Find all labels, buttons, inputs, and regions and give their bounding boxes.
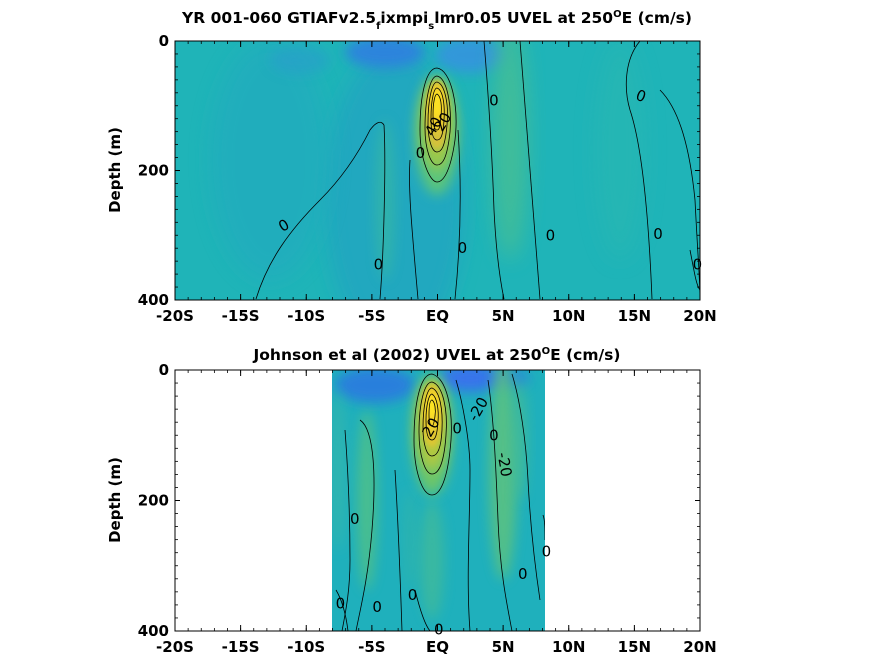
top-y-tick-label: 200 xyxy=(138,162,169,180)
top-x-tick-label: -5S xyxy=(358,307,385,325)
top-y-axis-label: Depth (m) xyxy=(106,127,124,213)
bottom-contour-label: -20 xyxy=(493,451,515,478)
bottom-x-tick-label: 5N xyxy=(492,638,515,656)
bottom-contour-label: 0 xyxy=(372,598,382,616)
top-x-tick-label: EQ xyxy=(426,307,449,325)
bottom-y-tick-label: 200 xyxy=(138,492,169,510)
bottom-contour-label: 0 xyxy=(489,426,499,444)
bottom-contour-label: 0 xyxy=(434,621,444,639)
top-title-part: E (cm/s) xyxy=(622,9,692,27)
top-x-tick-label: 10N xyxy=(552,307,585,325)
bottom-y-tick-label: 0 xyxy=(159,361,169,379)
top-y-axis: 0 200 400 xyxy=(138,32,700,309)
top-contour-label: 0 xyxy=(489,92,499,110)
top-title-part: O xyxy=(613,9,622,20)
bottom-contour-label: 0 xyxy=(408,586,418,604)
bottom-x-tick-label: 15N xyxy=(618,638,651,656)
bottom-title-part: E (cm/s) xyxy=(550,346,620,364)
bottom-x-tick-label: -10S xyxy=(287,638,325,656)
top-x-tick-label: 15N xyxy=(618,307,651,325)
bottom-x-tick-label: 20N xyxy=(683,638,716,656)
top-contour-label: 0 xyxy=(693,255,703,273)
bottom-title-part: Johnson et al (2002) UVEL at 250 xyxy=(253,346,542,364)
top-x-tick-label: 20N xyxy=(683,307,716,325)
top-contour-label: 0 xyxy=(546,226,556,244)
top-x-tick-label: -15S xyxy=(222,307,260,325)
top-y-tick-label: 0 xyxy=(159,32,169,50)
bottom-x-tick-label: -20S xyxy=(156,638,194,656)
top-heatmap-field xyxy=(175,41,700,300)
top-x-tick-label: -20S xyxy=(156,307,194,325)
bottom-x-tick-label: EQ xyxy=(426,638,449,656)
top-x-axis: -20S -15S -10S -5S EQ 5N 10N 15N 20N xyxy=(156,41,717,325)
bottom-contour-label: 0 xyxy=(518,565,528,583)
top-title-part: f xyxy=(376,21,381,32)
top-y-tick-label: 400 xyxy=(138,291,169,309)
bottom-contour-label: 0 xyxy=(542,542,552,560)
bottom-contour-label: 0 xyxy=(336,595,346,613)
bottom-y-axis: 0 200 400 xyxy=(138,361,700,640)
top-panel: YR 001-060 GTIAFv2.5fixmpislmr0.05 UVEL … xyxy=(106,9,717,325)
top-contour-label: 0 xyxy=(653,225,663,243)
top-title-part: ixmpi xyxy=(380,9,428,27)
top-title-part: YR 001-060 GTIAFv2.5 xyxy=(181,9,376,27)
bottom-x-tick-label: -15S xyxy=(222,638,260,656)
bottom-heatmap-field xyxy=(332,370,545,631)
top-contour-label: 0 xyxy=(374,255,384,273)
bottom-panel-title: Johnson et al (2002) UVEL at 250OE (cm/s… xyxy=(253,346,621,364)
bottom-contour-label: 0 xyxy=(350,510,360,528)
bottom-y-axis-label: Depth (m) xyxy=(106,457,124,543)
top-x-tick-label: 5N xyxy=(492,307,515,325)
bottom-y-tick-label: 400 xyxy=(138,622,169,640)
top-contour-label: 0 xyxy=(416,144,426,162)
bottom-contour-label: 0 xyxy=(452,420,462,438)
bottom-x-tick-label: -5S xyxy=(358,638,385,656)
top-contour-label: 0 xyxy=(458,239,468,257)
top-title-part: s xyxy=(428,21,434,32)
bottom-x-tick-label: 10N xyxy=(552,638,585,656)
bottom-title-part: O xyxy=(542,346,551,357)
bottom-x-axis: -20S -15S -10S -5S EQ 5N 10N 15N 20N xyxy=(156,370,717,656)
bottom-panel: Johnson et al (2002) UVEL at 250OE (cm/s… xyxy=(106,346,717,656)
top-title-part: lmr0.05 UVEL at 250 xyxy=(434,9,613,27)
top-panel-title: YR 001-060 GTIAFv2.5fixmpislmr0.05 UVEL … xyxy=(181,9,692,32)
top-x-tick-label: -10S xyxy=(287,307,325,325)
